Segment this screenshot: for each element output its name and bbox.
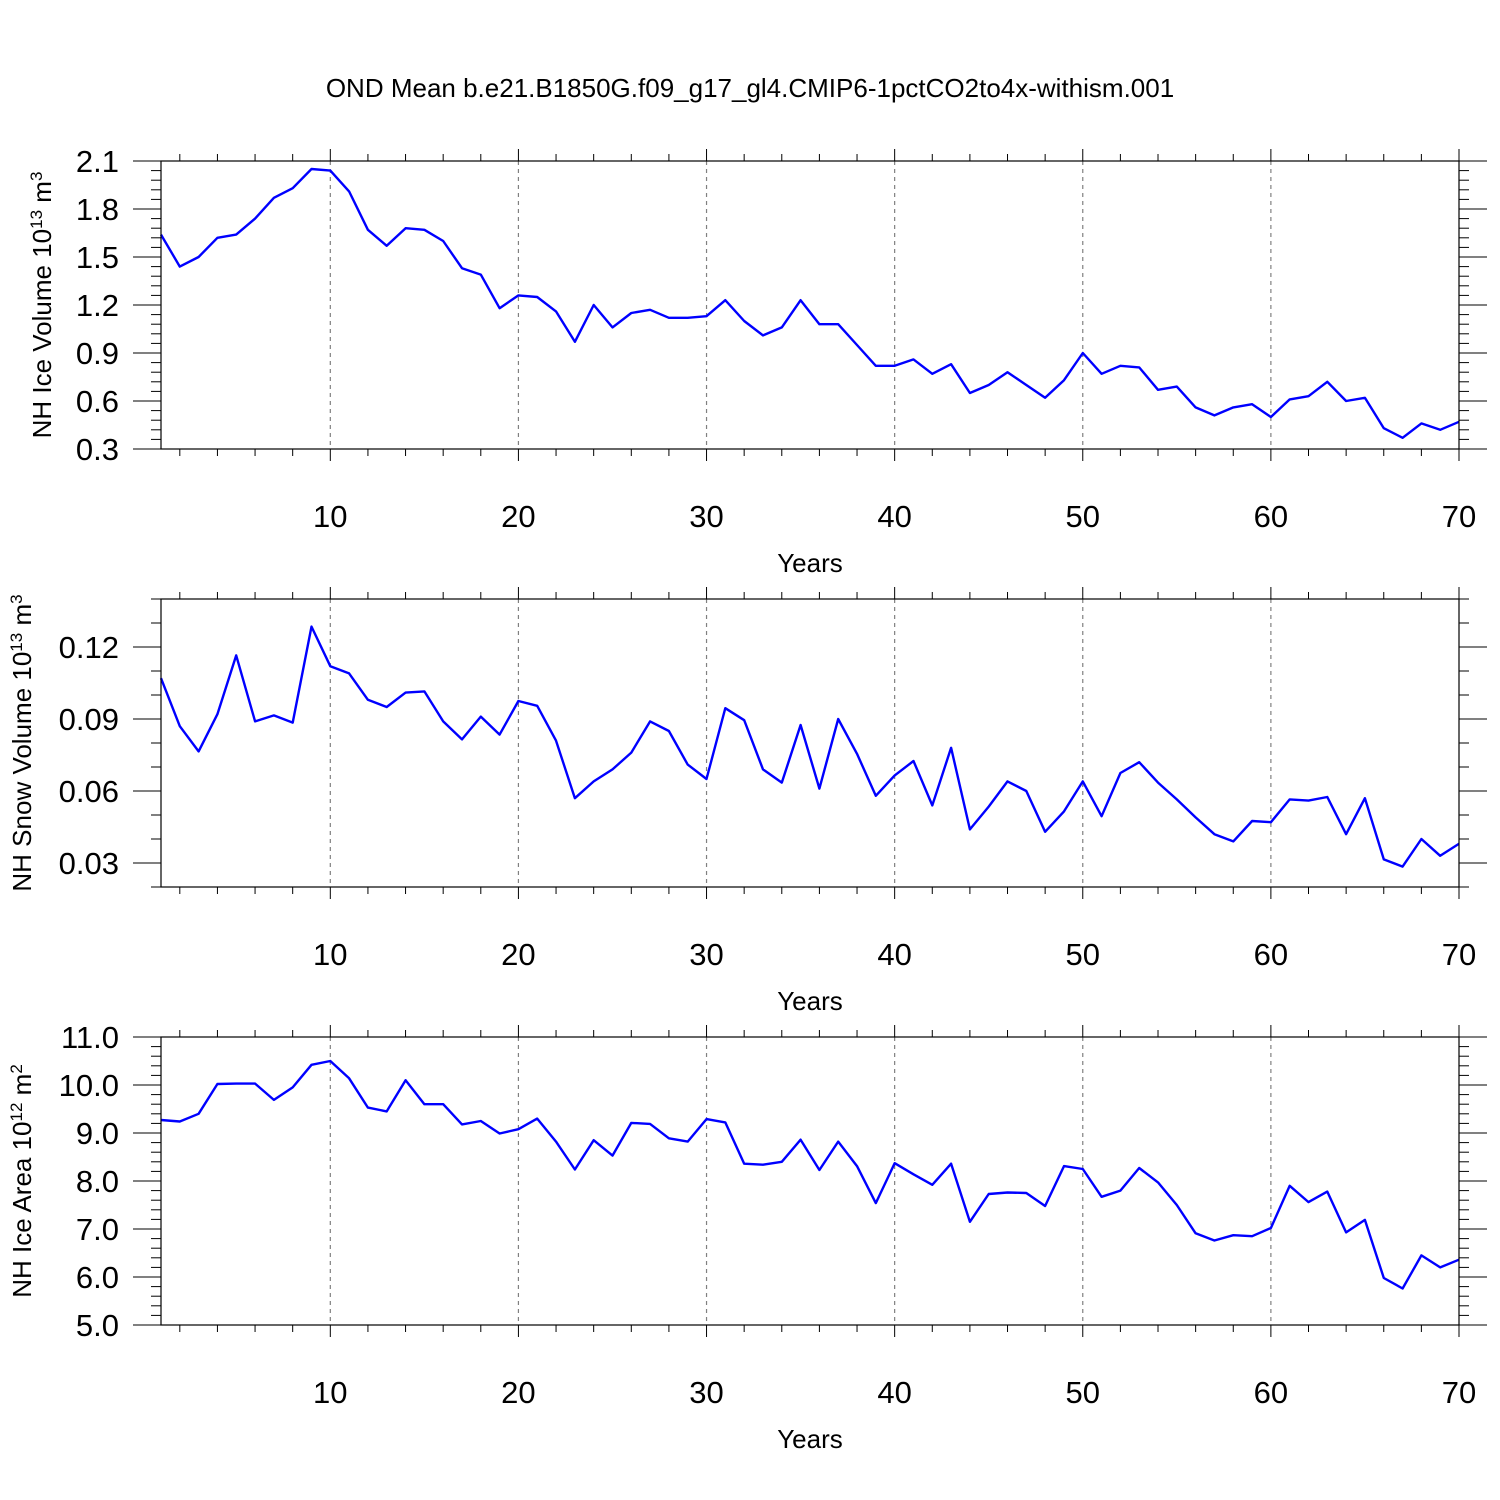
snow-volume-series-line [159, 625, 1460, 868]
ice-area-x-tick-label: 70 [1442, 1375, 1476, 1410]
ice-volume-y-axis-label-unit-exp: 3 [27, 172, 46, 181]
ice-volume-x-axis-label: Years [777, 548, 843, 578]
snow-volume-x-tick-label: 30 [689, 937, 723, 972]
ice-area-panel: 10 20 30 40 50 60 70 5.0 6.0 7.0 8.0 9.0 10.0 11.0 Yea… [7, 1020, 1487, 1454]
snow-volume-panel: 10 20 30 40 50 60 70 0.03 0.06 0.09 0.12 Years NH Sn… [7, 587, 1487, 1016]
ice-volume-plot-frame [160, 160, 1460, 450]
ice-volume-y-tick-label: 0.6 [76, 384, 119, 419]
ice-volume-y-tick-label: 1.2 [76, 288, 119, 323]
snow-volume-y-tick-label: 0.03 [59, 846, 119, 881]
ice-area-y-axis-label-unit-exp: 2 [7, 1064, 26, 1073]
ice-volume-y-tick-label: 0.9 [76, 336, 119, 371]
snow-volume-x-tick-label: 50 [1066, 937, 1100, 972]
snow-volume-x-tick-label: 60 [1254, 937, 1288, 972]
ice-area-y-tick-label: 10.0 [59, 1068, 119, 1103]
ice-area-x-tick-label: 40 [877, 1375, 911, 1410]
snow-volume-y-axis-label: NH Snow Volume 1013 m3 [7, 594, 38, 891]
snow-volume-x-tick-label: 10 [313, 937, 347, 972]
ice-area-y-axis-label: NH Ice Area 1012 m2 [7, 1064, 38, 1298]
snow-volume-y-axis-label-unit: m [7, 604, 37, 633]
ice-volume-y-axis-label: NH Ice Volume 1013 m3 [27, 172, 58, 439]
snow-volume-y-tick-label: 0.12 [59, 630, 119, 665]
ice-volume-x-tick-label: 30 [689, 499, 723, 534]
ice-area-y-tick-label: 11.0 [61, 1020, 119, 1055]
ice-area-y-tick-label: 5.0 [76, 1308, 119, 1343]
chart-title: OND Mean b.e21.B1850G.f09_g17_gl4.CMIP6-… [326, 73, 1174, 103]
ice-volume-x-tick-label: 60 [1254, 499, 1288, 534]
ice-volume-x-tick-label: 50 [1066, 499, 1100, 534]
ice-area-x-axis-label: Years [777, 1424, 843, 1454]
ice-volume-y-tick-label: 2.1 [76, 144, 119, 179]
ice-volume-x-tick-label: 70 [1442, 499, 1476, 534]
snow-volume-plot-frame [160, 598, 1460, 888]
ice-area-x-tick-label: 20 [501, 1375, 535, 1410]
ice-area-y-tick-label: 8.0 [76, 1164, 119, 1199]
ice-area-y-axis-label-unit: m [7, 1074, 37, 1103]
ice-area-series-line [160, 1059, 1460, 1290]
ice-area-y-tick-label: 9.0 [76, 1116, 119, 1151]
snow-volume-x-tick-label: 40 [877, 937, 911, 972]
ice-area-x-tick-label: 60 [1254, 1375, 1288, 1410]
snow-volume-y-axis-label-unit-exp: 3 [7, 594, 26, 603]
snow-volume-x-tick-label: 20 [501, 937, 535, 972]
ice-volume-y-tick-label: 0.3 [76, 432, 119, 467]
ice-area-plot-frame [160, 1036, 1460, 1326]
snow-volume-y-tick-label: 0.09 [59, 702, 119, 737]
ice-volume-x-tick-label: 20 [501, 499, 535, 534]
ice-volume-x-tick-label: 40 [877, 499, 911, 534]
ice-area-x-tick-label: 30 [689, 1375, 723, 1410]
ice-area-y-tick-label: 7.0 [76, 1212, 119, 1247]
snow-volume-x-axis-label: Years [777, 986, 843, 1016]
snow-volume-y-axis-label-main: NH Snow Volume 10 [7, 652, 37, 892]
ice-area-x-tick-label: 50 [1066, 1375, 1100, 1410]
snow-volume-y-axis-label-exp: 13 [7, 633, 26, 652]
snow-volume-x-tick-label: 70 [1442, 937, 1476, 972]
ice-volume-y-tick-label: 1.8 [76, 192, 119, 227]
ice-volume-x-tick-label: 10 [313, 499, 347, 534]
ice-volume-panel: 10 20 30 40 50 60 70 0.3 0.6 0.9 1.2 1.5 1.8 2.1 Years… [27, 144, 1487, 578]
ice-area-y-axis-label-exp: 12 [7, 1103, 26, 1122]
ice-area-y-axis-label-main: NH Ice Area 10 [7, 1121, 37, 1297]
snow-volume-y-tick-label: 0.06 [59, 774, 119, 809]
ice-area-y-tick-label: 6.0 [76, 1260, 119, 1295]
ice-area-x-tick-label: 10 [313, 1375, 347, 1410]
ice-volume-y-axis-label-main: NH Ice Volume 10 [27, 229, 57, 439]
ice-volume-y-axis-label-unit: m [27, 181, 57, 210]
ice-volume-y-tick-label: 1.5 [76, 240, 119, 275]
ice-volume-y-axis-label-exp: 13 [27, 210, 46, 229]
ice-volume-series-line [159, 167, 1460, 439]
